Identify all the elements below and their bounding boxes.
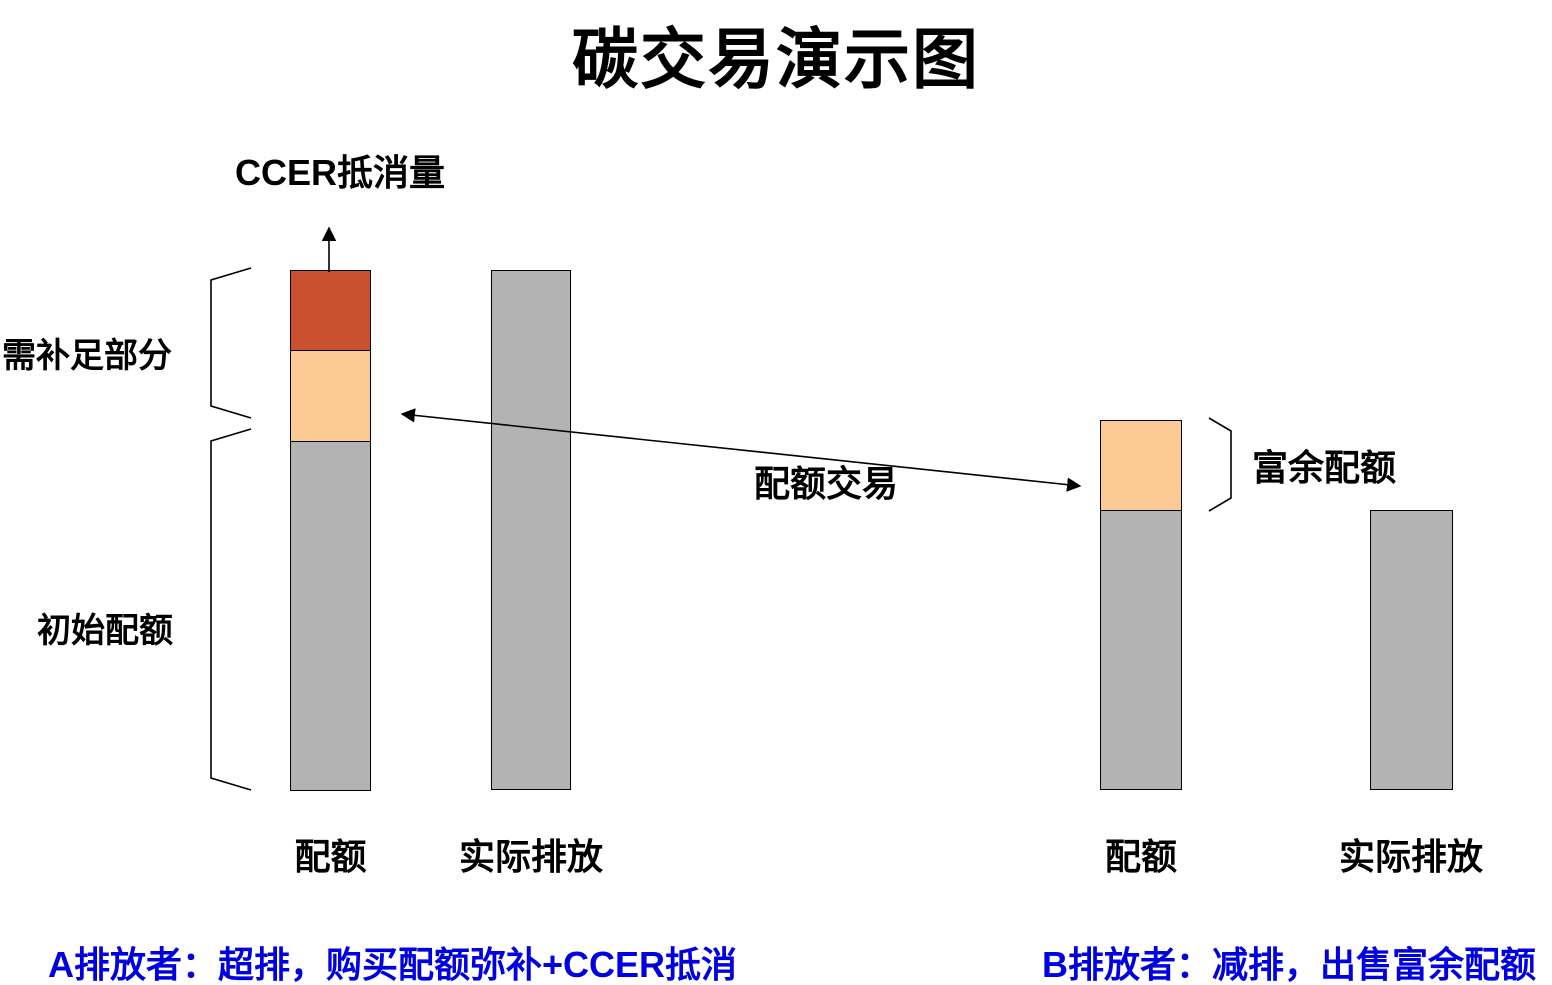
ccer-offset-label: CCER抵消量: [234, 152, 445, 193]
emitter-a-quota-axis-label: 配额: [294, 836, 367, 877]
emitter-a-purchased-quota-segment: [290, 350, 371, 442]
emitter-b-actual-emission-segment: [1370, 510, 1453, 790]
initial-quota-brace-icon: [210, 428, 252, 791]
emitter-b-actual-axis-label: 实际排放: [1338, 836, 1483, 877]
supplement-portion-label: 需补足部分: [2, 337, 172, 375]
emitter-a-ccer-offset-segment: [290, 270, 371, 351]
initial-quota-label: 初始配额: [37, 612, 173, 650]
emitter-b-caption: B排放者：减排，出售富余配额: [1042, 944, 1536, 985]
emitter-a-actual-emission-segment: [491, 270, 571, 790]
emitter-b-surplus-quota-segment: [1100, 420, 1182, 511]
emitter-a-quota-bar: [290, 270, 371, 791]
quota-trade-label: 配额交易: [753, 463, 898, 504]
emitter-b-used-quota-segment: [1100, 510, 1182, 790]
emitter-b-quota-axis-label: 配额: [1104, 836, 1177, 877]
emitter-a-actual-axis-label: 实际排放: [458, 836, 603, 877]
supplement-brace-icon: [210, 267, 252, 419]
emitter-b-actual-emission-bar: [1370, 510, 1453, 790]
surplus-quota-brace-icon: [1208, 417, 1232, 512]
emitter-a-actual-emission-bar: [491, 270, 571, 790]
surplus-quota-label: 富余配额: [1252, 447, 1397, 488]
page-title: 碳交易演示图: [572, 22, 980, 96]
emitter-b-quota-bar: [1100, 420, 1182, 790]
emitter-a-caption: A排放者：超排，购买配额弥补+CCER抵消: [48, 944, 738, 985]
emitter-a-initial-quota-segment: [290, 441, 371, 791]
